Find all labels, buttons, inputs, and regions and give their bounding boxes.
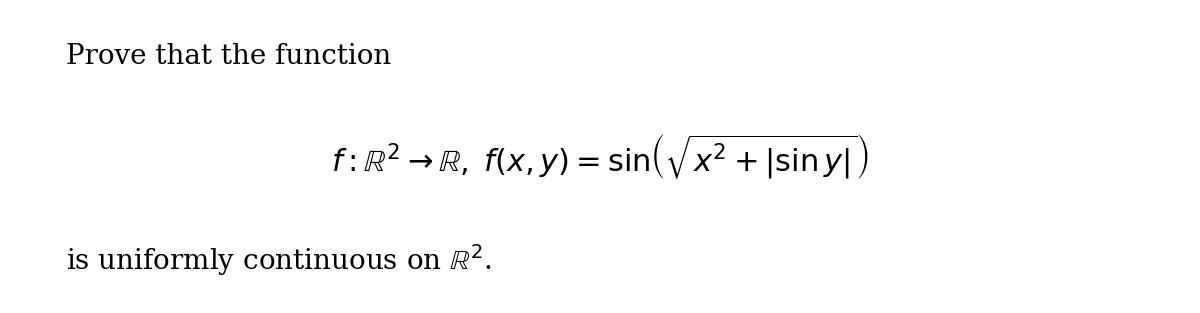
Text: $f : \mathbb{R}^2 \to \mathbb{R},\; f(x, y) = \sin\!\left(\sqrt{x^2 + |\sin y|}\: $f : \mathbb{R}^2 \to \mathbb{R},\; f(x,…: [331, 132, 869, 181]
Text: Prove that the function: Prove that the function: [66, 43, 391, 70]
Text: is uniformly continuous on $\mathbb{R}^2$.: is uniformly continuous on $\mathbb{R}^2…: [66, 242, 492, 278]
